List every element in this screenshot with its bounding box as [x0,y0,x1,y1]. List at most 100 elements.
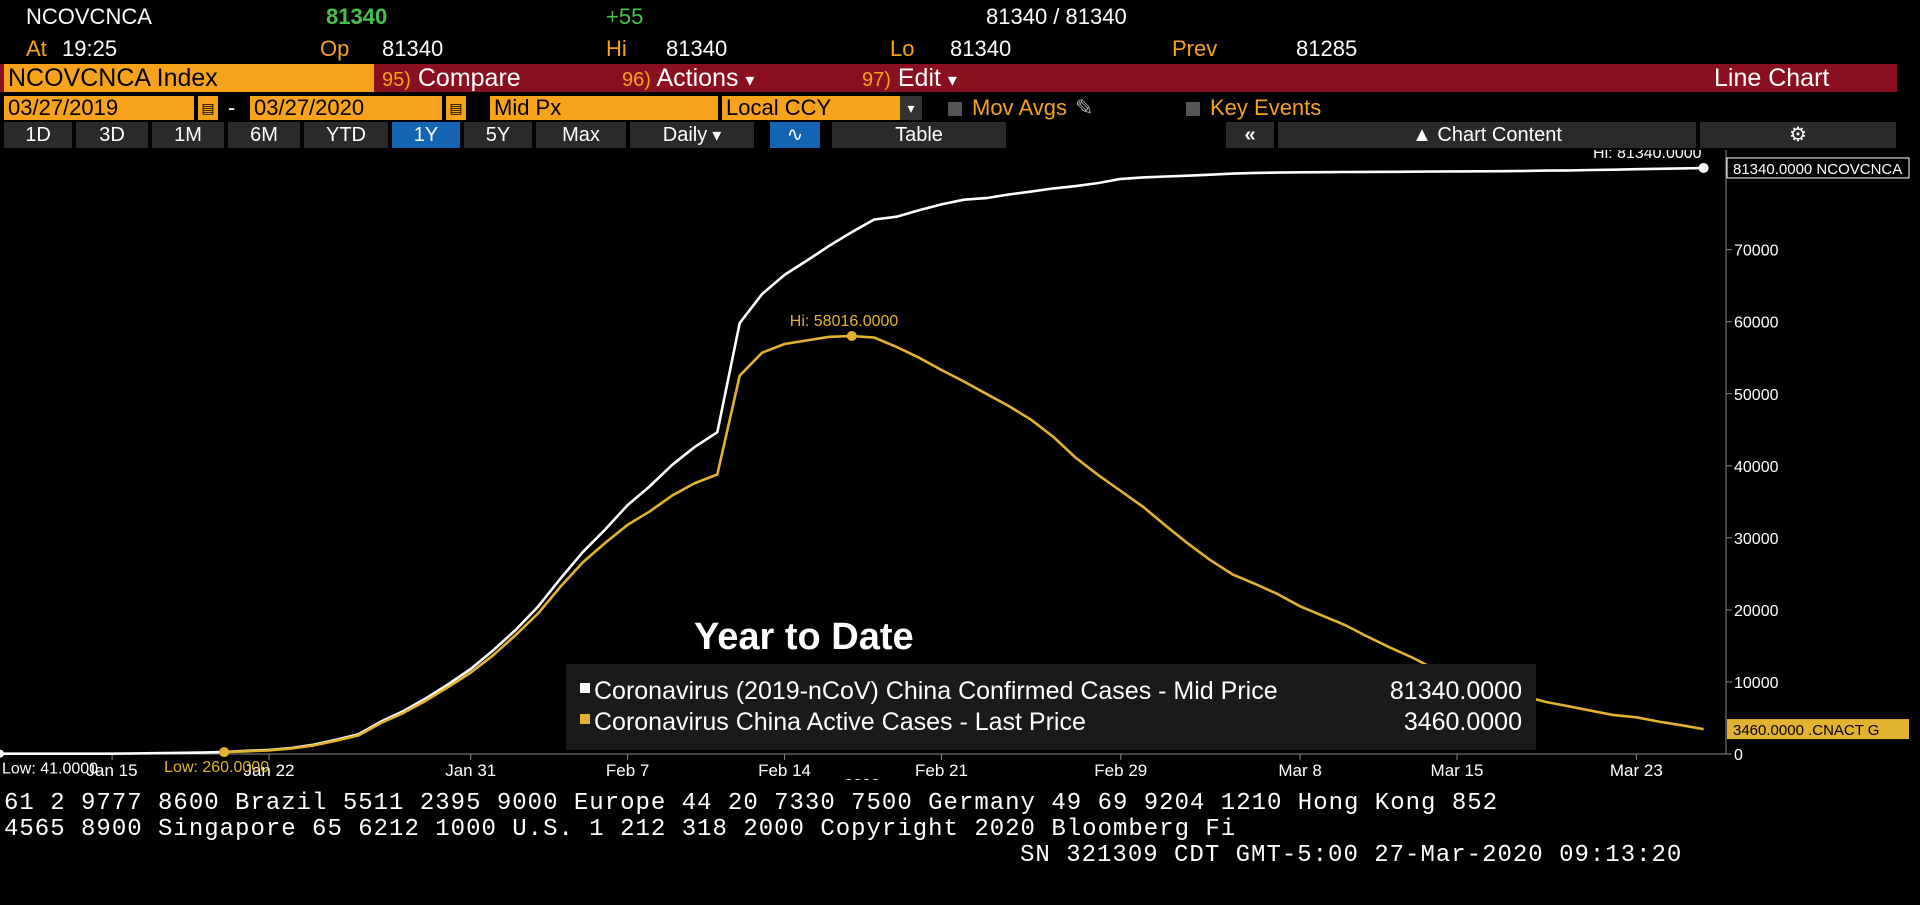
table-button[interactable]: Table [832,122,1006,148]
y-tick-label: 70000 [1734,243,1779,260]
x-tick-label: Mar 15 [1431,761,1484,780]
legend-box [566,664,1536,750]
at-time: 19:25 [62,36,118,61]
active-low-label: Low: 260.0000 [164,759,269,776]
legend-confirmed-value: 81340.0000 [1390,677,1522,705]
y-tick-label: 60000 [1734,315,1779,332]
period-3d-button[interactable]: 3D [76,122,148,148]
ticker: NCOVCNCA [26,4,152,29]
y-tick-label: 50000 [1734,387,1779,404]
active-axis-tag: 3460.0000 .CNACT G [1733,722,1879,739]
period-max-button[interactable]: Max [536,122,626,148]
high-value: 81340 [666,36,728,61]
period-1m-button[interactable]: 1M [152,122,224,148]
bid-ask: 81340 / 81340 [986,4,1127,29]
x-tick-label: Jan 31 [445,761,496,780]
active-low-marker [219,747,230,758]
compare-button[interactable]: 95) Compare [382,64,602,92]
settings-gear-icon[interactable]: ⚙ [1700,122,1896,148]
date-separator: - [228,95,236,120]
last-price: 81340 [326,4,388,29]
confirmed-low-marker [0,749,4,758]
period-1y-button[interactable]: 1Y [392,122,460,148]
confirmed-axis-tag: 81340.0000 NCOVCNCA [1733,161,1902,178]
compare-number: 95) [382,69,411,91]
low-value: 81340 [950,36,1012,61]
line-chart: 0 10000 20000 30000 40000 50000 60000 70000 Jan… [0,150,1910,780]
mov-avgs-label: Mov Avgs [972,95,1067,120]
period-5y-button[interactable]: 5Y [464,122,532,148]
edit-number: 97) [862,69,891,91]
legend-active-value: 3460.0000 [1404,708,1522,736]
chart-content-icon: ▲ [1412,124,1432,146]
legend-title: Year to Date [694,616,914,658]
open-label: Op [320,36,350,61]
actions-label: Actions [656,64,739,92]
x-tick-label: Jan 22 [243,761,294,780]
y-tick-label: 0 [1734,747,1743,764]
y-tick-label: 10000 [1734,675,1779,692]
price-field-select[interactable]: Mid Px [490,96,718,120]
active-axis-tag-box [1727,719,1909,740]
chart-type-label: Line Chart [1714,64,1830,92]
footer-contacts-line1: 61 2 9777 8600 Brazil 5511 2395 9000 Eur… [4,790,1499,817]
legend-confirmed-swatch [580,683,590,693]
high-label: Hi [606,36,627,61]
footer-timestamp: SN 321309 CDT GMT-5:00 27-Mar-2020 09:13… [1020,842,1683,869]
confirmed-high-marker [1698,162,1709,173]
y-tick-label: 20000 [1734,603,1779,620]
compare-label: Compare [417,64,521,92]
x-tick-label: Mar 8 [1278,761,1321,780]
x-tick-label: Mar 23 [1610,761,1663,780]
currency-select[interactable]: Local CCY [722,96,910,120]
x-tick-label: Jan 15 [87,761,138,780]
edit-menu[interactable]: 97) Edit [862,64,1022,92]
start-date-input[interactable]: 03/27/2019 [4,96,194,120]
key-events-toggle[interactable]: Key Events [1186,96,1321,120]
x-tick-label: Feb 7 [606,761,649,780]
x-tick-label: Feb 14 [758,761,811,780]
end-date-input[interactable]: 03/27/2020 [250,96,442,120]
price-change: +55 [606,4,644,29]
key-events-label: Key Events [1210,95,1322,120]
confirmed-high-label: Hi: 81340.0000 [1593,150,1702,162]
prev-value: 81285 [1296,36,1358,61]
actions-number: 96) [622,69,651,91]
period-1d-button[interactable]: 1D [4,122,72,148]
footer-contacts-line2: 4565 8900 Singapore 65 6212 1000 U.S. 1 … [4,816,1237,843]
confirmed-axis-tag-box [1726,157,1910,179]
period-6m-button[interactable]: 6M [228,122,300,148]
mov-avgs-checkbox[interactable] [948,102,962,116]
prev-label: Prev [1172,36,1218,61]
chart-content-label: Chart Content [1437,124,1562,146]
pencil-icon[interactable]: ✎ [1074,95,1094,120]
legend-confirmed-name: Coronavirus (2019-nCoV) China Confirmed … [594,677,1278,705]
frequency-select[interactable]: Daily [630,122,754,148]
x-tick-label: Feb 21 [915,761,968,780]
chart-content-button[interactable]: ▲ Chart Content [1278,122,1696,148]
period-ytd-button[interactable]: YTD [304,122,388,148]
active-high-marker [846,331,857,342]
at-label: At [26,36,47,61]
legend-active-name: Coronavirus China Active Cases - Last Pr… [594,708,1086,736]
low-label: Lo [890,36,915,61]
open-value: 81340 [382,36,444,61]
x-tick-label: Feb 29 [1094,761,1147,780]
end-calendar-icon[interactable]: ▤ [446,96,466,120]
security-field[interactable]: NCOVCNCA Index [4,64,374,92]
edit-label: Edit [897,64,941,92]
actions-menu[interactable]: 96) Actions [622,64,846,92]
line-chart-icon[interactable]: ∿ [770,122,820,148]
collapse-chevron-icon[interactable]: « [1226,122,1274,148]
legend-active-swatch [580,714,590,724]
confirmed-cases-line [0,166,1704,756]
key-events-checkbox[interactable] [1186,102,1200,116]
y-tick-label: 40000 [1734,459,1779,476]
x-axis-label: 2020 [844,777,880,780]
start-calendar-icon[interactable]: ▤ [198,96,218,120]
currency-dropdown-icon[interactable]: ▾ [900,96,922,120]
confirmed-low-label: Low: 41.0000 [2,761,98,778]
active-high-label: Hi: 58016.0000 [790,313,899,330]
y-tick-label: 30000 [1734,531,1779,548]
mov-avgs-toggle[interactable]: Mov Avgs ✎ [948,96,1093,120]
